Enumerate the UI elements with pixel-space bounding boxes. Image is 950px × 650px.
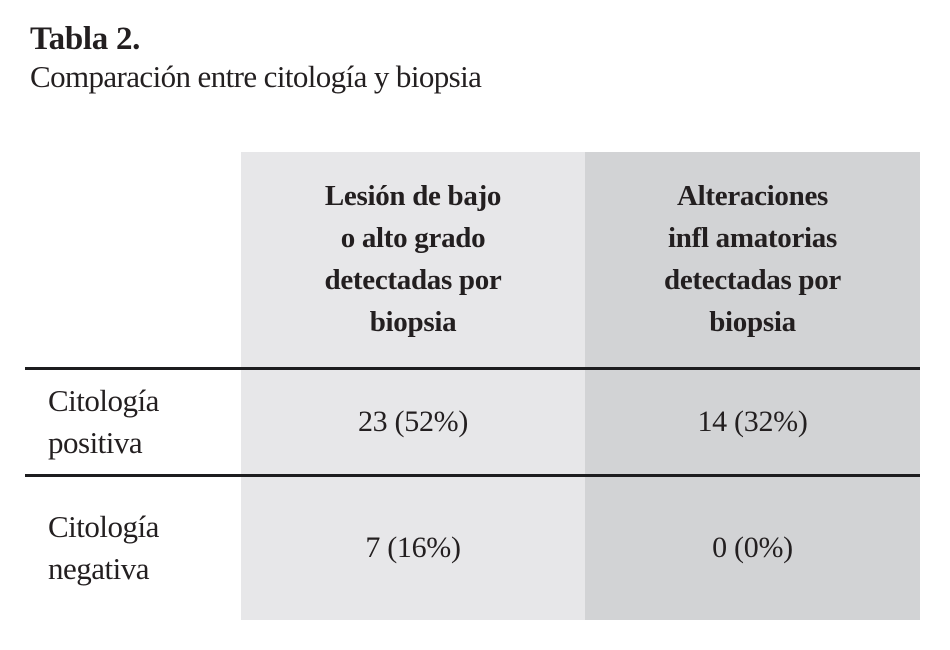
row-label-line: Citología: [48, 509, 159, 545]
header-cell-stub: [25, 152, 241, 368]
comparison-table: Lesión de bajo o alto grado detectadas p…: [25, 152, 920, 620]
value-cell-negative-inflammatory: 0 (0%): [585, 475, 920, 620]
table-caption: Tabla 2. Comparación entre citología y b…: [30, 20, 482, 96]
table-row-cytology-negative: Citología negativa 7 (16%) 0 (0%): [25, 475, 920, 620]
header-line: detectadas por: [663, 264, 842, 297]
table-caption-title: Comparación entre citología y biopsia: [30, 59, 482, 94]
header-line: biopsia: [369, 306, 457, 339]
header-line: Lesión de bajo: [324, 180, 502, 213]
value-cell-negative-lesion: 7 (16%): [241, 475, 585, 620]
row-label-cytology-negative: Citología negativa: [25, 475, 241, 620]
header-cell-biopsy-inflammatory: Alteraciones infl amatorias detectadas p…: [585, 152, 920, 368]
value-cell-positive-lesion: 23 (52%): [241, 368, 585, 475]
header-row: Lesión de bajo o alto grado detectadas p…: [25, 152, 920, 368]
table-caption-number: Tabla 2.: [30, 21, 141, 57]
header-line: detectadas por: [324, 264, 502, 297]
row-label-line: positiva: [48, 424, 143, 460]
header-cell-biopsy-lesion: Lesión de bajo o alto grado detectadas p…: [241, 152, 585, 368]
header-line: infl amatorias: [668, 222, 837, 255]
row-label-cytology-positive: Citología positiva: [25, 368, 241, 475]
table-row-cytology-positive: Citología positiva 23 (52%) 14 (32%): [25, 368, 920, 475]
header-line: biopsia: [709, 306, 796, 339]
row-label-line: negativa: [48, 551, 150, 587]
value-cell-positive-inflammatory: 14 (32%): [585, 368, 920, 475]
row-label-line: Citología: [48, 382, 159, 418]
header-line: o alto grado: [340, 222, 486, 255]
header-line: Alteraciones: [676, 180, 828, 213]
